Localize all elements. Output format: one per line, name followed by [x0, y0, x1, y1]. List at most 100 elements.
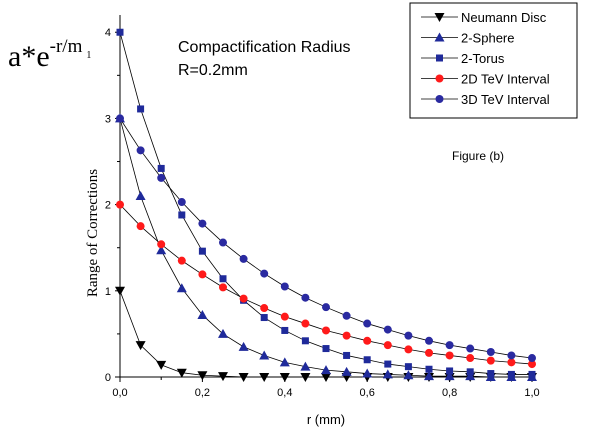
- data-point: [528, 354, 536, 363]
- legend: Neumann Disc 2-Sphere 2-Torus 2D TeV Interv…: [409, 2, 578, 119]
- legend-marker: [435, 95, 444, 103]
- data-point: [444, 371, 455, 381]
- data-point: [321, 365, 331, 375]
- data-point: [465, 371, 476, 381]
- series-4: [116, 114, 536, 363]
- annotation-line1: Compactification Radius: [178, 39, 351, 56]
- data-point: [156, 360, 167, 370]
- data-point: [116, 114, 124, 123]
- y-tick-label: 3: [105, 113, 111, 125]
- data-point: [301, 337, 309, 345]
- data-point: [403, 370, 414, 380]
- data-point: [321, 373, 331, 382]
- figure-label: Figure (b): [452, 149, 504, 163]
- annotation-line2: R=0.2mm: [178, 62, 248, 79]
- series-3: [116, 200, 536, 369]
- data-point: [279, 357, 290, 367]
- data-point: [219, 238, 227, 247]
- data-point: [238, 341, 249, 351]
- data-point: [116, 28, 124, 36]
- data-point: [157, 240, 166, 249]
- y-tick-label: 2: [105, 200, 111, 212]
- data-point: [239, 254, 248, 263]
- data-point: [343, 351, 351, 359]
- x-tick-label: 0,6: [360, 387, 375, 399]
- data-point: [466, 368, 474, 376]
- data-point: [341, 366, 352, 376]
- legend-marker: [435, 74, 444, 83]
- legend-marker: [434, 32, 445, 42]
- data-point: [363, 319, 372, 328]
- y-tick-label: 4: [105, 27, 111, 39]
- data-point: [157, 173, 166, 182]
- data-point: [362, 368, 373, 378]
- data-point: [157, 164, 165, 172]
- data-point: [135, 341, 146, 351]
- x-tick-label: 0,0: [112, 387, 127, 399]
- data-point: [382, 369, 393, 379]
- data-point: [260, 314, 268, 322]
- data-point: [363, 356, 371, 364]
- data-point: [445, 341, 454, 350]
- data-point: [507, 358, 516, 367]
- data-point: [176, 368, 187, 378]
- data-point: [363, 336, 372, 345]
- data-point: [280, 312, 289, 321]
- legend-label: 3D TeV Interval: [461, 92, 550, 107]
- legend-label: 2D TeV Interval: [461, 72, 550, 87]
- data-point: [136, 146, 145, 155]
- x-axis-label: r (mm): [307, 412, 345, 427]
- legend-label: 2-Sphere: [461, 31, 514, 46]
- data-point: [487, 370, 495, 378]
- data-point: [197, 371, 208, 381]
- data-point: [486, 348, 495, 357]
- data-point: [342, 331, 351, 340]
- data-point: [279, 373, 290, 382]
- data-point: [486, 356, 495, 365]
- legend-marker: [434, 13, 445, 22]
- x-tick-label: 0,2: [195, 387, 210, 399]
- formula-exponent: -r/m: [50, 36, 83, 57]
- data-point: [177, 198, 186, 207]
- data-point: [404, 331, 413, 340]
- data-point: [198, 219, 207, 228]
- data-point: [116, 200, 124, 209]
- data-point: [137, 105, 145, 113]
- x-tick-label: 0,8: [442, 387, 457, 399]
- data-point: [404, 345, 413, 354]
- data-point: [528, 360, 536, 369]
- y-tick-label: 1: [105, 286, 111, 298]
- data-point: [383, 341, 392, 350]
- data-point: [342, 311, 351, 320]
- data-point: [322, 303, 330, 312]
- data-point: [424, 371, 434, 381]
- legend-label: 2-Torus: [461, 51, 505, 66]
- data-point: [425, 336, 433, 345]
- data-point: [218, 372, 228, 382]
- data-point: [425, 365, 433, 373]
- data-point: [115, 286, 125, 296]
- data-point: [528, 370, 536, 378]
- legend-marker: [436, 54, 443, 62]
- data-point: [281, 326, 289, 334]
- data-point: [259, 373, 270, 382]
- axes: 0 1 2 3 4 0,0 0,2 0,4 0,6 0,8 1,0: [105, 15, 540, 399]
- data-point: [218, 328, 228, 338]
- data-point: [136, 222, 145, 231]
- data-point: [176, 283, 187, 293]
- data-point: [322, 326, 330, 335]
- data-point: [198, 270, 207, 279]
- x-tick-label: 0,4: [277, 387, 292, 399]
- data-point: [219, 275, 227, 283]
- data-point: [198, 247, 206, 255]
- y-axis-label: Range of Corrections: [85, 169, 101, 297]
- data-point: [177, 256, 186, 265]
- data-point: [301, 293, 310, 302]
- data-point: [239, 294, 248, 303]
- legend-label: Neumann Disc: [461, 10, 547, 25]
- data-point: [178, 211, 186, 219]
- data-point: [219, 283, 227, 292]
- formula-subscript: 1: [86, 50, 91, 61]
- data-point: [507, 370, 515, 378]
